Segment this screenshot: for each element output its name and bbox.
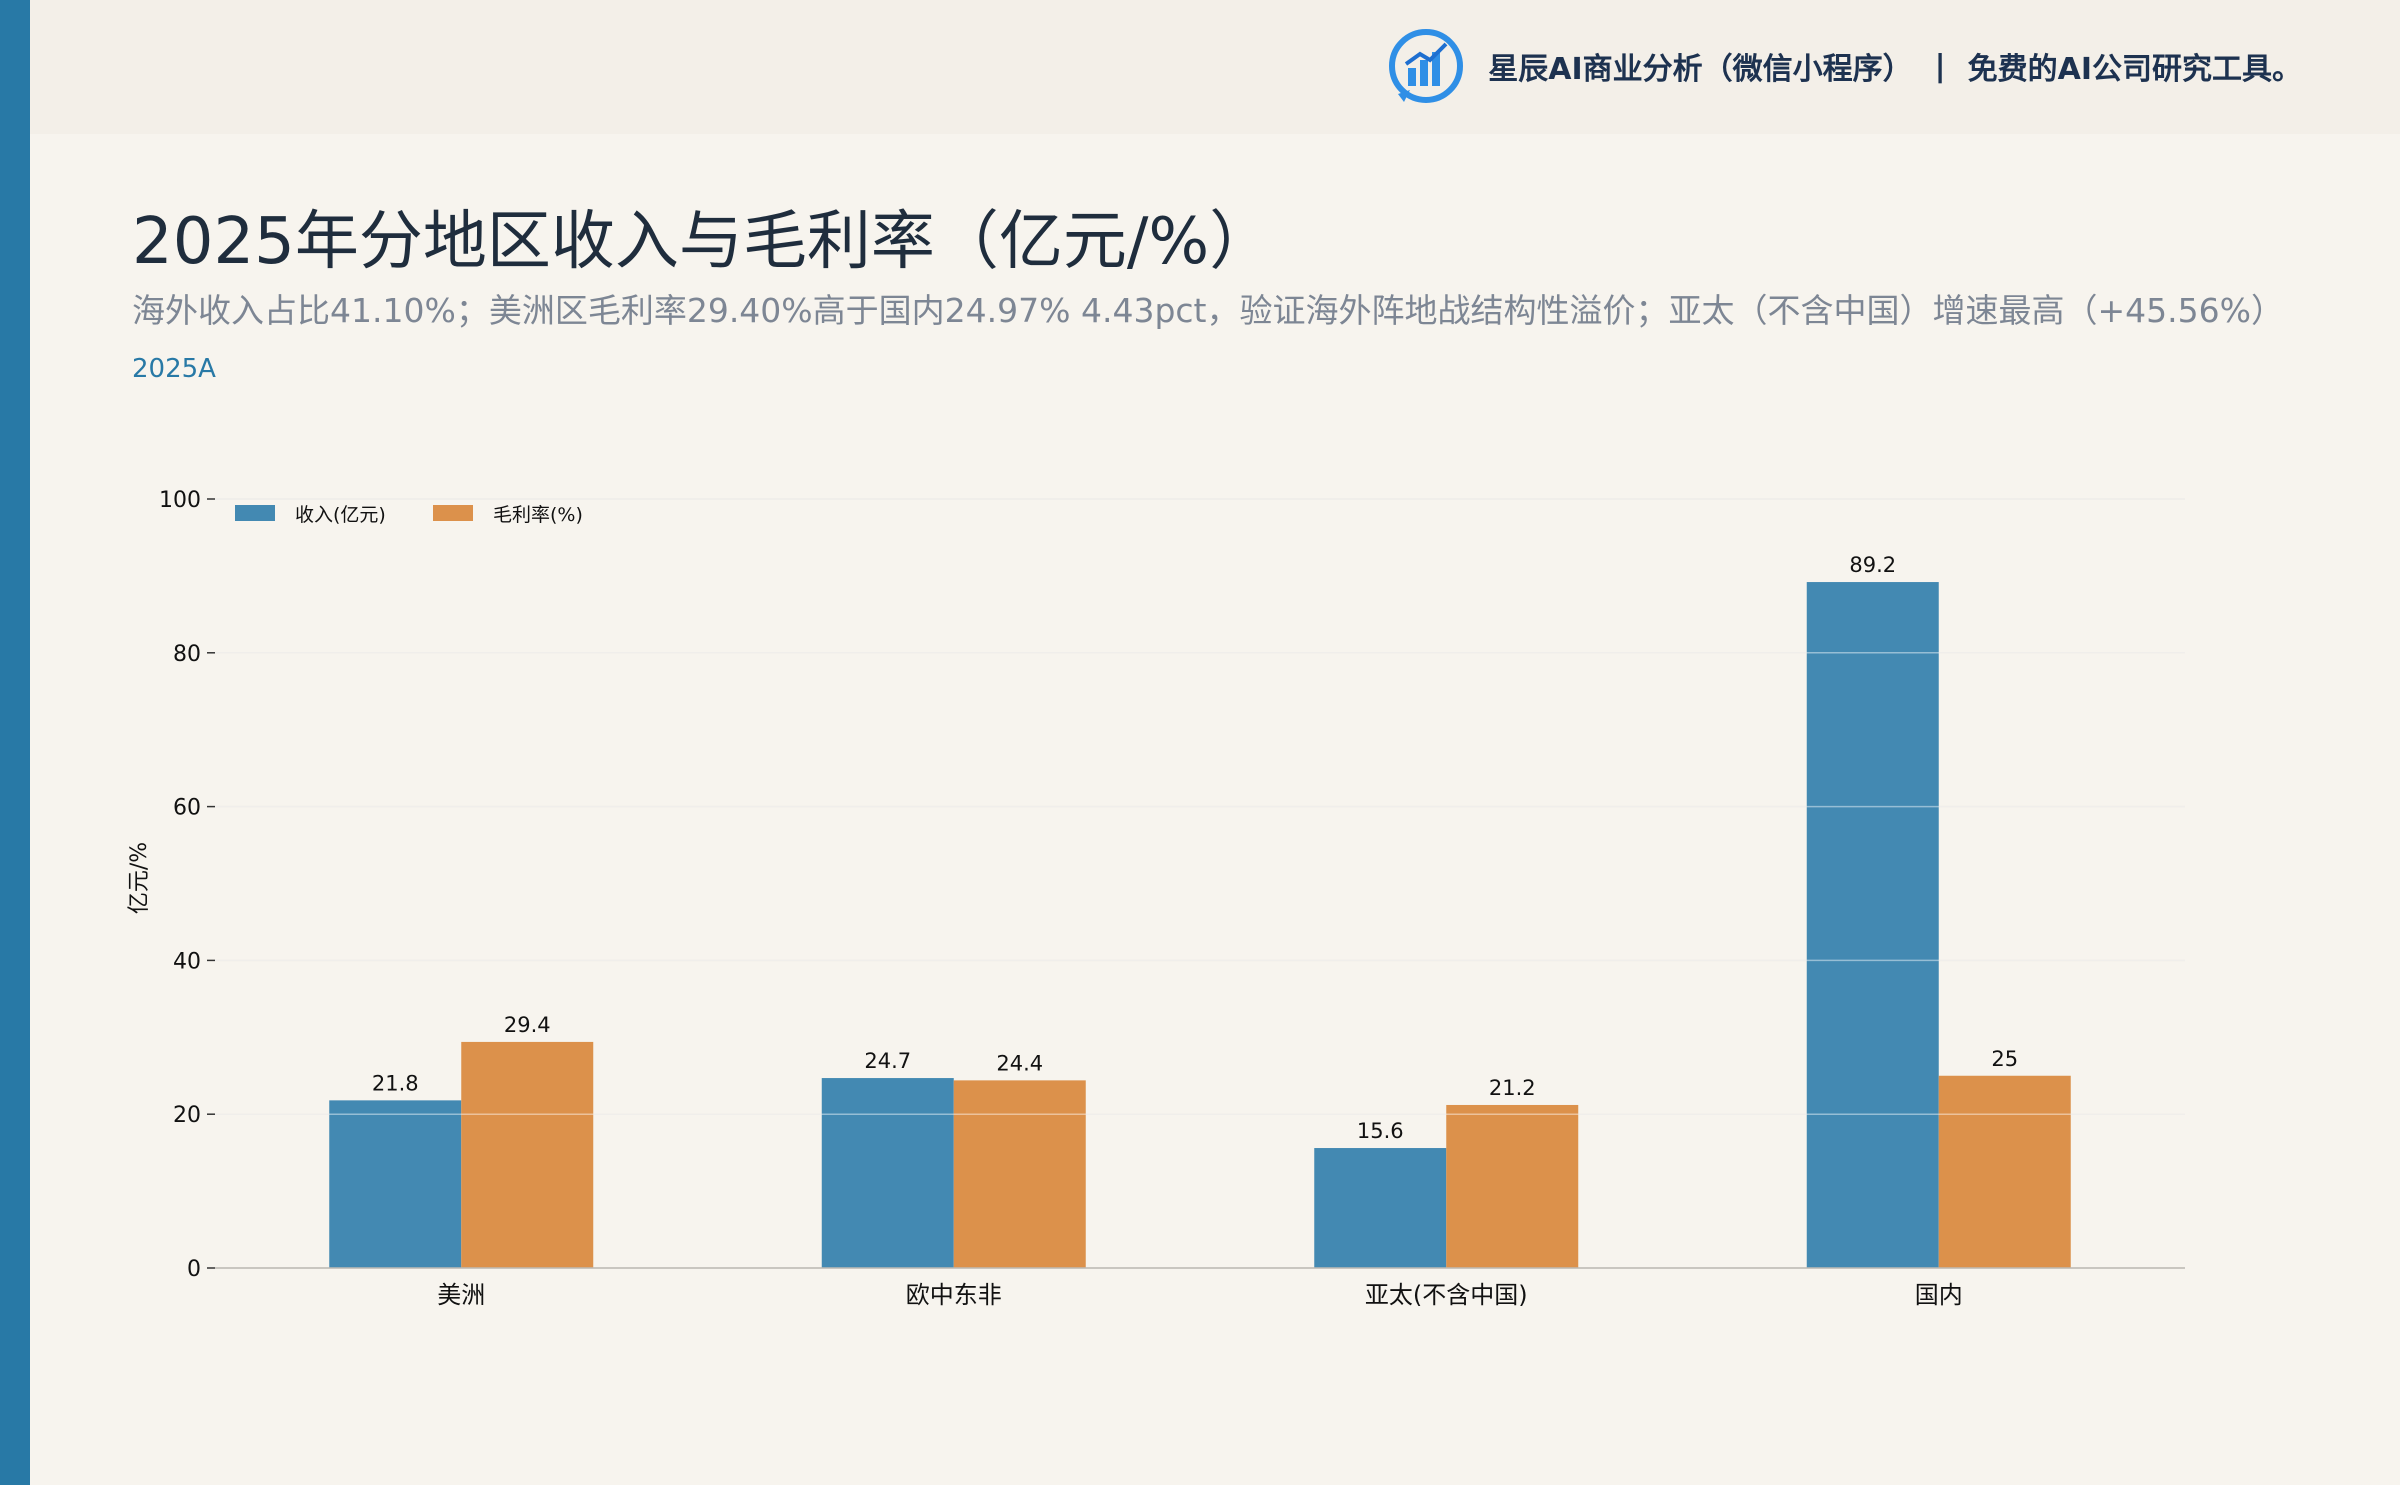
page-title: 2025年分地区收入与毛利率（亿元/%）	[132, 205, 1274, 279]
y-tick-label: 0	[187, 1257, 201, 1282]
x-category-label: 欧中东非	[906, 1281, 1002, 1309]
bar	[1446, 1104, 1579, 1268]
labels-layer: 21.8 29.4 24.7 24.4 15.6 21.2 89.2 25	[215, 498, 2185, 1143]
brand-block[interactable]: 星辰AI商业分析（微信小程序） | 免费的AI公司研究工具。	[1384, 24, 2302, 108]
legend: 收入(亿元) 毛利率(%)	[235, 504, 583, 526]
data-label: 21.2	[1489, 1076, 1536, 1100]
legend-swatch	[235, 505, 275, 521]
legend-label: 收入(亿元)	[295, 504, 386, 526]
data-label: 29.4	[504, 1013, 551, 1037]
data-label: 15.6	[1357, 1119, 1404, 1143]
brand-slogan: 免费的AI公司研究工具。	[1967, 52, 2302, 87]
brand-name: 星辰AI商业分析（微信小程序）	[1488, 52, 1913, 87]
bar	[329, 1100, 462, 1268]
y-tick-label: 60	[173, 796, 201, 821]
brand-separator: |	[1934, 48, 1946, 84]
y-tick-label: 40	[173, 949, 201, 974]
data-label: 25	[1991, 1047, 2018, 1071]
data-label: 21.8	[372, 1071, 419, 1095]
y-axis-label: 亿元/%	[127, 842, 152, 914]
y-tick-label: 100	[159, 488, 201, 513]
bar	[461, 1041, 594, 1268]
bar	[1806, 582, 1939, 1268]
bar	[821, 1078, 954, 1268]
legend-swatch	[433, 505, 473, 521]
data-label: 24.7	[864, 1049, 911, 1073]
bars-layer	[329, 582, 2071, 1268]
data-label: 24.4	[996, 1051, 1043, 1075]
bar-chart-circle-logo-icon	[1389, 29, 1464, 103]
page-subtitle: 海外收入占比41.10%；美洲区毛利率29.40%高于国内24.97% 4.43…	[132, 291, 2284, 330]
x-category-label: 亚太(不含中国)	[1365, 1281, 1528, 1309]
axis-layer: 0 20 40 60 80 100 美洲 欧中东非 亚太(不含中国) 国内	[159, 488, 2185, 1309]
legend-label: 毛利率(%)	[493, 504, 583, 526]
top-banner: 星辰AI商业分析（微信小程序） | 免费的AI公司研究工具。	[30, 0, 2400, 134]
x-category-label: 国内	[1915, 1281, 1963, 1309]
data-label: 89.2	[1849, 553, 1896, 577]
bar	[1314, 1148, 1447, 1268]
left-accent-bar	[0, 0, 30, 1485]
x-category-label: 美洲	[437, 1281, 485, 1309]
y-tick-label: 80	[173, 642, 201, 667]
bar	[1938, 1075, 2071, 1268]
bar	[953, 1080, 1086, 1268]
y-tick-label: 20	[173, 1103, 201, 1128]
period-tag: 2025A	[132, 354, 216, 384]
